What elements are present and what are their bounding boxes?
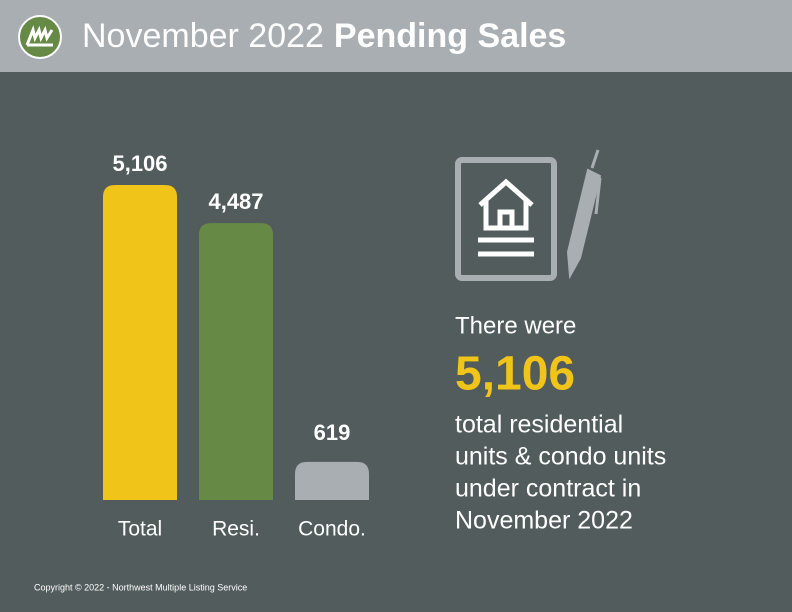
bar bbox=[103, 185, 177, 500]
footer: Copyright © 2022 - Northwest Multiple Li… bbox=[34, 582, 247, 592]
bar bbox=[199, 223, 273, 500]
title-bold: Pending Sales bbox=[334, 17, 566, 55]
category-label: Resi. bbox=[212, 518, 260, 541]
callout-line: November 2022 bbox=[455, 507, 633, 535]
logo bbox=[18, 15, 62, 59]
category-label: Total bbox=[118, 518, 162, 541]
header-bar bbox=[0, 0, 792, 72]
bar bbox=[295, 461, 369, 500]
title-regular: November 2022 bbox=[82, 17, 324, 55]
value-label: 5,106 bbox=[112, 151, 167, 176]
bar-chart: 5,106 Total 4,487 Resi. 619 Condo. bbox=[103, 151, 369, 541]
value-label: 619 bbox=[314, 420, 351, 445]
callout-text: total residential units & condo units unde… bbox=[455, 411, 666, 535]
callout-intro: There were bbox=[455, 312, 576, 339]
contract-icon bbox=[455, 149, 602, 281]
callout-line: total residential bbox=[455, 411, 623, 439]
callout-line: units & condo units bbox=[455, 443, 666, 471]
title: November 2022 Pending Sales bbox=[82, 17, 566, 55]
value-label: 4,487 bbox=[208, 189, 263, 214]
callout-highlight: 5,106 bbox=[455, 348, 575, 401]
category-label: Condo. bbox=[298, 518, 366, 541]
callout-line: under contract in bbox=[455, 475, 641, 503]
